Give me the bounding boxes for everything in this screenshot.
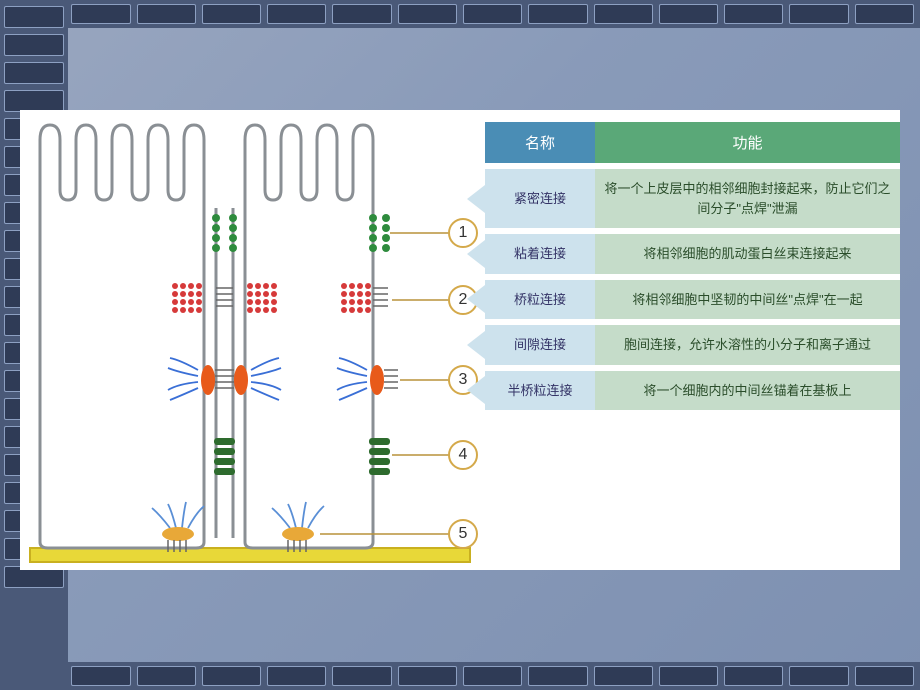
cell-name: 间隙连接 [485, 325, 595, 365]
table-row: 粘着连接 将相邻细胞的肌动蛋白丝束连接起来 [485, 234, 900, 274]
table-header-row: 名称 功能 [485, 122, 900, 163]
table-row: 半桥粒连接 将一个细胞内的中间丝锚着在基板上 [485, 371, 900, 411]
tight-junction-icon [212, 214, 390, 252]
header-name: 名称 [485, 122, 595, 163]
cell-func: 将相邻细胞的肌动蛋白丝束连接起来 [595, 234, 900, 274]
hemidesmosome-icon [152, 502, 324, 552]
brick-strip-top [0, 0, 920, 28]
cell-func: 将一个上皮层中的相邻细胞封接起来，防止它们之间分子"点焊"泄漏 [595, 169, 900, 228]
cell-func: 将相邻细胞中坚韧的中间丝"点焊"在一起 [595, 280, 900, 320]
label-circle-5: 5 [448, 519, 478, 549]
junction-table: 名称 功能 紧密连接 将一个上皮层中的相邻细胞封接起来，防止它们之间分子"点焊"… [480, 110, 900, 570]
gap-junction-icon [214, 438, 390, 475]
cell-name: 紧密连接 [485, 169, 595, 228]
cell-func: 胞间连接，允许水溶性的小分子和离子通过 [595, 325, 900, 365]
cell-junction-diagram: 1 2 3 4 5 [20, 110, 480, 570]
table-row: 紧密连接 将一个上皮层中的相邻细胞封接起来，防止它们之间分子"点焊"泄漏 [485, 169, 900, 228]
label-num: 5 [459, 525, 468, 543]
label-num: 4 [459, 446, 468, 464]
brick-strip-bottom [0, 662, 920, 690]
cell-name: 粘着连接 [485, 234, 595, 274]
table-row: 桥粒连接 将相邻细胞中坚韧的中间丝"点焊"在一起 [485, 280, 900, 320]
cell-func: 将一个细胞内的中间丝锚着在基板上 [595, 371, 900, 411]
cell-name: 半桥粒连接 [485, 371, 595, 411]
cell-name: 桥粒连接 [485, 280, 595, 320]
label-circle-4: 4 [448, 440, 478, 470]
content-panel: 1 2 3 4 5 名称 功能 紧密连接 将一个上皮层中的相邻细胞封接起来，防止… [20, 110, 900, 570]
header-function: 功能 [595, 122, 900, 163]
table-row: 间隙连接 胞间连接，允许水溶性的小分子和离子通过 [485, 325, 900, 365]
